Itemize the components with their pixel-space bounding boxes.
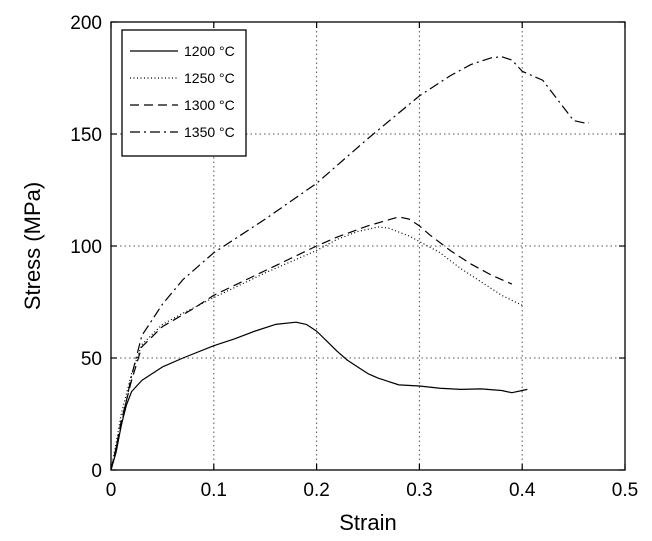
legend-label-3: 1350 °C bbox=[184, 124, 235, 140]
x-tick-label: 0 bbox=[106, 480, 117, 501]
x-tick-label: 0.4 bbox=[509, 480, 536, 501]
series-line-3 bbox=[110, 56, 590, 471]
series-line-0 bbox=[110, 321, 528, 471]
x-tick-label: 0.3 bbox=[406, 480, 432, 501]
legend-label-1: 1250 °C bbox=[184, 70, 235, 86]
series-line-1 bbox=[110, 226, 523, 471]
y-tick-label: 0 bbox=[91, 461, 102, 482]
x-tick-label: 0.5 bbox=[612, 480, 638, 501]
x-axis-title: Strain bbox=[339, 510, 396, 535]
y-axis-title: Stress (MPa) bbox=[20, 182, 45, 310]
series-lines bbox=[110, 56, 590, 471]
legend-label-0: 1200 °C bbox=[184, 43, 235, 59]
x-tick-label: 0.1 bbox=[201, 480, 227, 501]
series-line-2 bbox=[110, 216, 513, 471]
y-tick-label: 50 bbox=[81, 349, 102, 370]
x-tick-label: 0.2 bbox=[303, 480, 329, 501]
tick-labels: 0 0.1 0.2 0.3 0.4 0.5 0 50 100 150 200 bbox=[70, 13, 638, 501]
legend-label-2: 1300 °C bbox=[184, 97, 235, 113]
axis-ticks bbox=[110, 21, 626, 471]
y-tick-label: 100 bbox=[70, 237, 102, 258]
y-tick-label: 150 bbox=[70, 125, 102, 146]
legend: 1200 °C 1250 °C 1300 °C 1350 °C bbox=[121, 29, 247, 157]
y-tick-label: 200 bbox=[70, 13, 102, 34]
